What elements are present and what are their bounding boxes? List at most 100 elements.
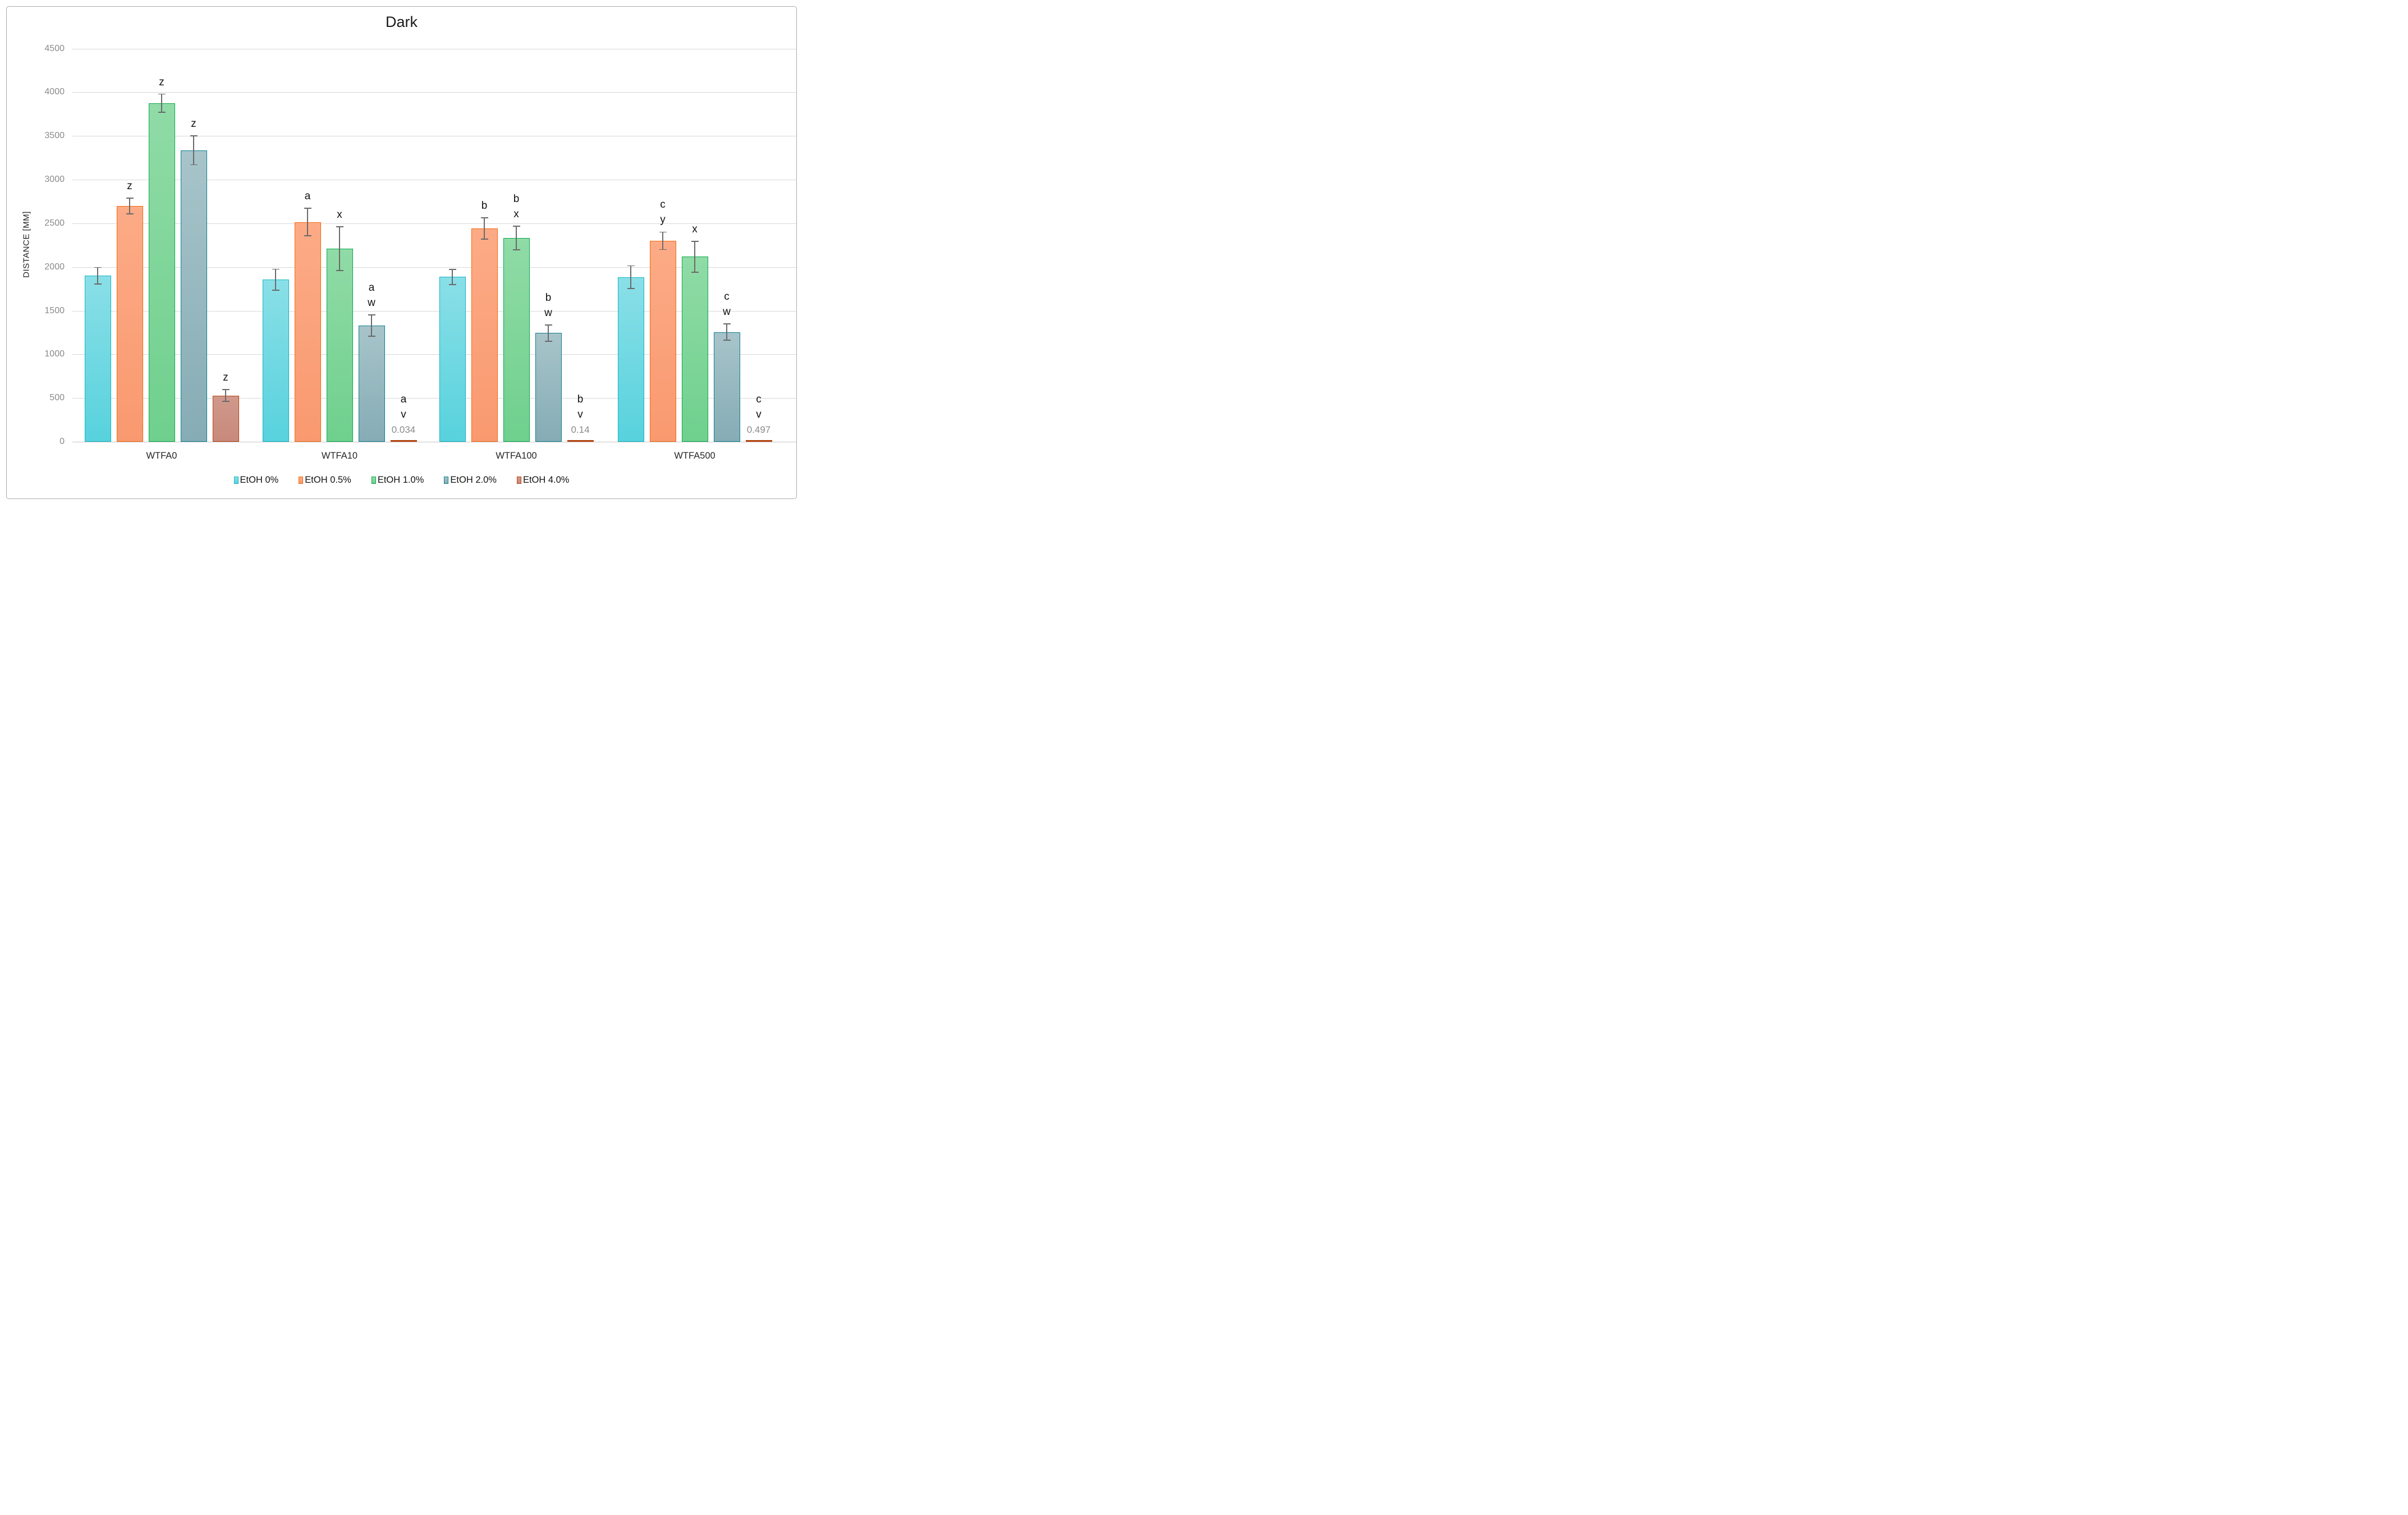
error-bar-cap-top: [190, 135, 198, 137]
error-bar-cap-bottom: [691, 272, 699, 273]
bar-WTFA10-EtOH05: [294, 222, 321, 442]
bar-annotation-WTFA0-1: z: [104, 178, 155, 194]
bar-annotation-WTFA500-2: x: [669, 222, 720, 237]
significance-letter: c: [756, 393, 762, 405]
value-label: 0.14: [571, 424, 590, 435]
bar-annotation-WTFA0-4: z: [200, 370, 251, 385]
significance-letter: b: [513, 193, 520, 205]
legend-swatch-icon: [516, 477, 521, 484]
y-tick-label-500: 500: [49, 393, 65, 403]
y-tick-label-4000: 4000: [44, 87, 65, 97]
significance-letter: w: [368, 297, 375, 309]
error-bar-cap-bottom: [126, 213, 134, 214]
legend-item-EtOH0: EtOH 0%: [233, 475, 278, 486]
gridline-500: [72, 398, 796, 399]
error-bar-cap-bottom: [544, 341, 552, 342]
error-bar-cap-bottom: [94, 283, 102, 285]
y-tick-label-2000: 2000: [44, 262, 65, 272]
error-bar-cap-top: [304, 208, 311, 209]
legend-label: EtOH 4.0%: [522, 475, 570, 485]
chart-outer-border: [6, 6, 797, 499]
error-bar-whisker: [516, 226, 517, 250]
error-bar-cap-bottom: [336, 270, 343, 271]
significance-letter: x: [337, 209, 342, 221]
y-tick-label-3000: 3000: [44, 175, 65, 184]
significance-letter: z: [223, 372, 228, 384]
error-bar-whisker: [225, 390, 226, 401]
legend-item-EtOH10: EtOH 1.0%: [371, 475, 424, 486]
x-tick-label-WTFA500: WTFA500: [674, 451, 715, 461]
significance-letter: c: [660, 199, 666, 211]
gridline-4000: [72, 92, 796, 93]
error-bar-whisker: [726, 324, 727, 340]
bar-annotation-WTFA100-4: b v 0.14: [555, 392, 606, 437]
error-bar-whisker: [662, 232, 663, 250]
legend-label: EtOH 0.5%: [305, 475, 351, 485]
error-bar-cap-bottom: [304, 235, 311, 236]
y-tick-label-1000: 1000: [44, 349, 65, 359]
error-bar-cap-top: [126, 197, 134, 199]
legend-swatch-icon: [299, 477, 304, 484]
legend-swatch-icon: [233, 477, 238, 484]
error-bar-cap-bottom: [190, 164, 198, 166]
error-bar-cap-top: [480, 217, 488, 218]
x-tick-label-WTFA10: WTFA10: [321, 451, 358, 461]
error-bar-cap-bottom: [512, 249, 520, 251]
error-bar-cap-bottom: [627, 288, 635, 289]
significance-letter: b: [481, 200, 488, 212]
x-tick-label-WTFA100: WTFA100: [496, 451, 537, 461]
error-bar-cap-bottom: [659, 249, 667, 250]
significance-letter: b: [577, 393, 584, 405]
significance-letter: z: [159, 76, 164, 88]
error-bar-whisker: [339, 227, 340, 271]
error-bar-cap-top: [448, 268, 456, 270]
y-tick-label-2500: 2500: [44, 218, 65, 228]
bar-WTFA100-EtOH20: [535, 333, 562, 442]
bar-WTFA100-EtOH05: [471, 228, 498, 442]
bar-WTFA100-EtOH0: [439, 277, 466, 442]
error-bar-whisker: [161, 94, 162, 113]
error-bar-cap-bottom: [368, 336, 375, 337]
y-tick-label-3500: 3500: [44, 131, 65, 141]
error-bar-whisker: [694, 241, 695, 272]
bar-WTFA500-EtOH10: [681, 257, 708, 442]
significance-letter: a: [368, 282, 375, 294]
legend-item-EtOH05: EtOH 0.5%: [299, 475, 351, 486]
bar-WTFA10-EtOH40: [390, 440, 417, 442]
error-bar-cap-top: [368, 314, 375, 315]
significance-letter: x: [513, 208, 519, 221]
error-bar-whisker: [275, 269, 276, 290]
bar-annotation-WTFA100-1: b: [459, 198, 510, 213]
error-bar-cap-top: [222, 389, 230, 390]
bar-annotation-WTFA0-3: z: [168, 116, 219, 131]
legend-swatch-icon: [371, 477, 376, 484]
significance-letter: z: [191, 118, 196, 130]
bar-WTFA10-EtOH10: [326, 249, 353, 442]
error-bar-cap-bottom: [158, 112, 166, 113]
bar-annotation-WTFA10-2: x: [314, 207, 365, 222]
significance-letter: b: [545, 291, 552, 304]
error-bar-whisker: [630, 266, 631, 289]
y-tick-label-4500: 4500: [44, 43, 65, 53]
legend-swatch-icon: [444, 477, 449, 484]
significance-letter: v: [756, 409, 762, 420]
significance-letter: v: [401, 409, 406, 420]
bar-WTFA100-EtOH40: [567, 440, 594, 442]
significance-letter: c: [724, 291, 730, 303]
gridline-2000: [72, 267, 796, 268]
bar-annotation-WTFA10-1: a: [282, 189, 333, 204]
error-bar-cap-top: [627, 265, 635, 267]
bar-annotation-WTFA0-2: z: [136, 75, 187, 90]
bar-WTFA0-EtOH40: [212, 395, 239, 442]
error-bar-whisker: [193, 136, 194, 165]
error-bar-cap-bottom: [222, 401, 230, 402]
y-axis-title: DISTANCE [MM]: [21, 211, 31, 278]
bar-WTFA500-EtOH20: [713, 332, 740, 442]
legend-label: EtOH 1.0%: [377, 475, 424, 485]
bar-WTFA0-EtOH10: [148, 103, 175, 442]
gridline-2500: [72, 223, 796, 224]
legend-item-EtOH40: EtOH 4.0%: [516, 475, 570, 486]
